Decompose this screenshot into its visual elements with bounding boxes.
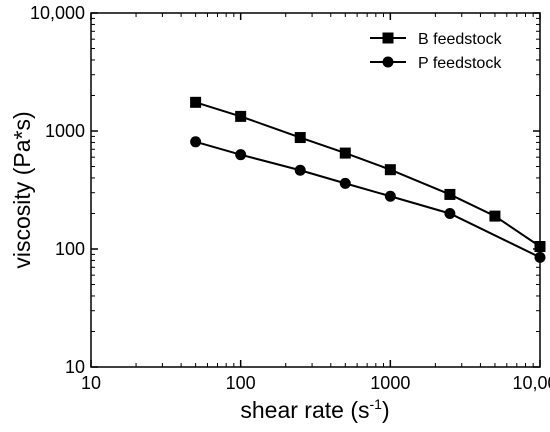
legend-p-feedstock-circle-marker: [382, 56, 394, 68]
series-b-feedstock-square-marker: [294, 132, 306, 144]
legend: B feedstock P feedstock: [370, 31, 503, 72]
x-tick-label: 1000: [370, 373, 410, 393]
series-p-feedstock-circle-marker: [294, 164, 306, 176]
series-b-feedstock-square-marker: [444, 188, 456, 200]
series-b-feedstock-square-marker: [384, 164, 396, 176]
series-p-feedstock-line: [195, 140, 541, 259]
series-b-feedstock-square-marker: [235, 110, 247, 122]
y-axis-title: viscosity (Pa*s): [9, 111, 35, 268]
series-b-feedstock: [190, 96, 546, 252]
y-tick-label: 10: [65, 357, 85, 377]
plot-frame: [90, 12, 541, 368]
x-tick-label: 10: [81, 373, 101, 393]
series-p-feedstock-circle-marker: [384, 190, 396, 202]
series-layer: [190, 96, 546, 263]
legend-b-feedstock: B feedstock: [370, 31, 503, 48]
series-b-feedstock-square-marker: [534, 240, 546, 252]
x-tick-label: 10,000: [512, 373, 550, 393]
legend-p-feedstock-label: P feedstock: [418, 55, 502, 72]
series-p-feedstock-circle-marker: [190, 136, 202, 148]
series-p-feedstock-circle-marker: [235, 149, 247, 161]
series-b-feedstock-square-marker: [190, 96, 202, 108]
legend-b-feedstock-square-marker: [382, 32, 394, 44]
legend-b-feedstock-label: B feedstock: [418, 31, 503, 48]
y-tick-label: 10,000: [30, 3, 85, 23]
y-tick-label: 1000: [45, 121, 85, 141]
y-tick-label: 100: [55, 239, 85, 259]
series-b-feedstock-square-marker: [489, 210, 501, 222]
legend-p-feedstock: P feedstock: [370, 55, 502, 72]
series-p-feedstock-circle-marker: [444, 207, 456, 219]
x-tick-label: 100: [226, 373, 256, 393]
series-p-feedstock-circle-marker: [534, 251, 546, 263]
series-b-feedstock-square-marker: [339, 147, 351, 159]
x-axis-title: shear rate (s-1): [240, 396, 389, 423]
axis-tick-labels: 10 100 1000 10,000 10 100 1000 10,000: [30, 3, 550, 393]
series-p-feedstock-circle-marker: [339, 177, 351, 189]
series-b-feedstock-line: [195, 101, 541, 248]
series-p-feedstock: [190, 136, 546, 263]
